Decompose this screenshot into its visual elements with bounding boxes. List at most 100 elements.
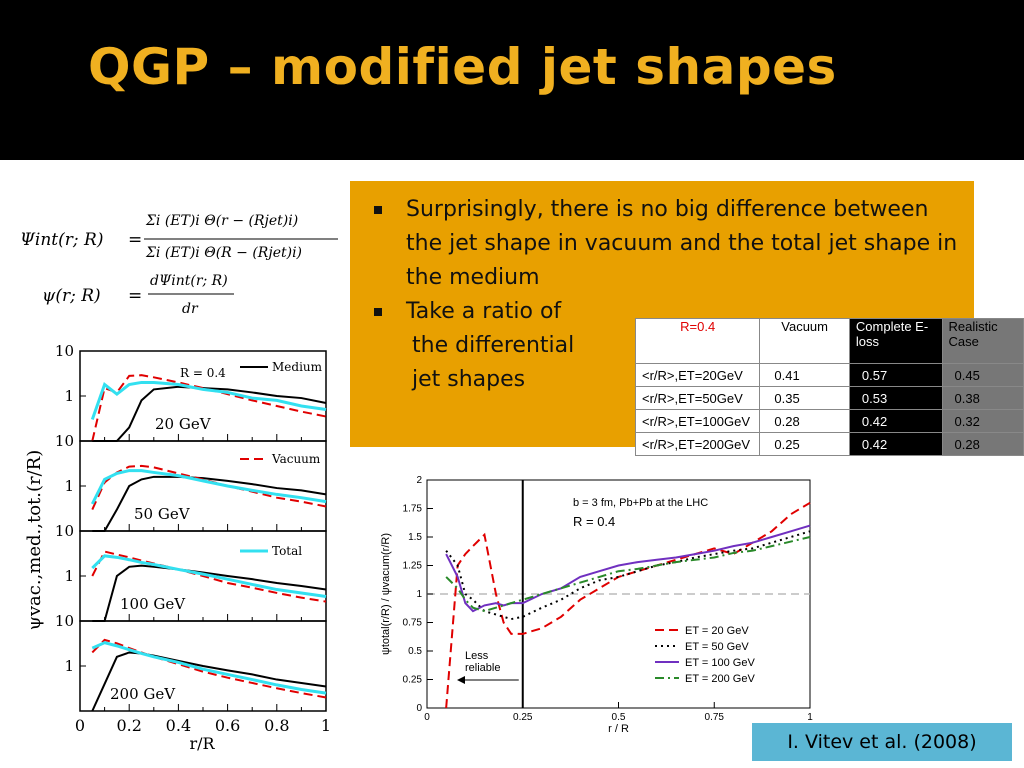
table-header-cell: Vacuum [759,318,850,364]
table-cell: 0.32 [941,409,1024,433]
y-tick-label: 1 [64,387,74,405]
table-row: <r/R>,ET=20GeV 0.41 0.57 0.45 [634,363,1024,387]
series-line-total [91,554,327,599]
y-axis-label: ψvac.,med.,tot.(r/R) [24,450,45,631]
table-header-cell: Realistic Case [941,318,1024,364]
formula-line2-num: dΨint(r; R) [150,273,228,289]
series-line-vacuum [91,374,327,442]
x-tick-label: 1 [807,712,813,723]
chart-annotation: reliable [465,662,500,674]
bullet-square-icon [374,206,382,214]
jet-shape-formula: Ψint(r; R) = Σi (ET)i Θ(r − (Rjet)i) Σi … [20,213,338,317]
formula-line2-den: dr [182,301,199,317]
x-tick-label: 1 [321,716,331,735]
y-tick-label: 1 [64,477,74,495]
table-row-label: <r/R>,ET=20GeV [634,363,761,387]
x-axis-label: r/R [189,734,215,753]
y-tick-label: 1.5 [408,532,422,543]
table-header-cell: Complete E-loss [848,318,943,364]
series-line-medium [91,651,327,712]
x-tick-label: 0 [424,712,430,723]
table-row: <r/R>,ET=50GeV 0.35 0.53 0.38 [634,386,1024,410]
series-line-vacuum [91,638,327,699]
slide-title: QGP – modified jet shapes [88,38,837,96]
table-row-label: <r/R>,ET=50GeV [634,386,761,410]
y-tick-label: 1.25 [403,561,423,572]
y-tick-label: 10 [55,432,74,450]
table-row-label: <r/R>,ET=200GeV [634,432,761,456]
y-tick-label: 0.5 [408,646,422,657]
jet-shape-ratio-chart: 0 0.25 0.5 0.75 1 1.25 1.5 1.75 2 0 0.25 0.5 0.75 1 r … [380,475,813,735]
y-tick-label: 1 [64,567,74,585]
legend-label: Medium [272,360,323,374]
table-cell: 0.53 [848,386,943,410]
legend-label: ET = 200 GeV [685,673,755,685]
legend-label: ET = 20 GeV [685,625,749,637]
bullet-text: Take a ratio of [406,299,562,324]
x-tick-label: 0.2 [116,716,141,735]
chart-annotation: R = 0.4 [573,514,615,529]
bullet-continuation: jet shapes [412,367,526,392]
y-tick-label: 1 [416,589,422,600]
table-row: <r/R>,ET=200GeV 0.25 0.42 0.28 [634,432,1024,456]
y-tick-label: 0 [416,703,422,714]
legend-label: ET = 50 GeV [685,641,749,653]
x-tick-label: 0.6 [215,716,240,735]
bullet-list: Surprisingly, there is no big difference… [372,193,967,397]
x-tick-label: 0.5 [612,712,626,723]
bullet-continuation: the differential [412,333,575,358]
x-tick-label: 0.25 [513,712,533,723]
citation-badge: I. Vitev et al. (2008) [752,723,1012,761]
series-line-total [91,641,327,695]
series-line-total [90,469,327,505]
table-cell: 0.38 [941,386,1024,410]
mean-radius-table: R=0.4 Vacuum Complete E-loss Realistic C… [634,318,1024,456]
table-cell: 0.35 [759,386,850,410]
table-cell: 0.28 [759,409,850,433]
legend-label: Total [272,544,302,558]
x-tick-label: 0.8 [264,716,289,735]
table-cell: 0.41 [759,363,850,387]
x-axis-label: r / R [608,723,629,735]
table-row: <r/R>,ET=100GeV 0.28 0.42 0.32 [634,409,1024,433]
chart-annotation: Less [465,650,489,662]
formula-line1-den: Σi (ET)i Θ(R − (Rjet)i) [145,245,302,261]
chart-annotation: b = 3 fm, Pb+Pb at the LHC [573,497,708,509]
x-tick-label: 0.4 [166,716,191,735]
series-line-medium [92,475,327,532]
series-line [445,536,811,613]
legend-label: Vacuum [271,452,321,466]
y-tick-label: 2 [416,475,422,486]
table-cell: 0.28 [941,432,1024,456]
table-cell: 0.42 [848,432,943,456]
y-tick-label: 0.25 [403,675,423,686]
table-cell: 0.25 [759,432,850,456]
bullet-item: Take a ratio of [372,295,967,329]
series-line-total [90,380,327,421]
table-header-cell: R=0.4 [634,318,761,364]
y-tick-label: 0.75 [403,618,423,629]
formula-eq2: = [128,286,142,306]
table-cell: 0.42 [848,409,943,433]
legend-label: ET = 100 GeV [685,657,755,669]
y-tick-label: 10 [55,522,74,540]
series-line [445,524,811,613]
chart-annotation: R = 0.4 [180,366,226,380]
table-header-row: R=0.4 Vacuum Complete E-loss Realistic C… [634,318,1024,364]
table-row-label: <r/R>,ET=100GeV [634,409,761,433]
formula-line2-lhs: ψ(r; R) [42,286,101,306]
panel-energy-label: 200 GeV [110,685,176,703]
x-tick-label: 0.75 [705,712,725,723]
formula-line1-lhs: Ψint(r; R) [20,230,103,250]
y-tick-label: 1 [64,657,74,675]
y-tick-label: 10 [55,612,74,630]
panel-energy-label: 50 GeV [134,505,191,523]
panel-energy-label: 100 GeV [120,595,186,613]
bullet-text: Surprisingly, there is no big difference… [406,197,958,290]
y-tick-label: 10 [55,342,74,360]
table-cell: 0.45 [941,363,1024,387]
x-tick-label: 0 [75,716,85,735]
bullet-item: Surprisingly, there is no big difference… [372,193,967,295]
formula-eq1: = [128,230,142,250]
y-axis-label: ψtotal(r/R) / ψvacum(r/R) [380,533,392,655]
